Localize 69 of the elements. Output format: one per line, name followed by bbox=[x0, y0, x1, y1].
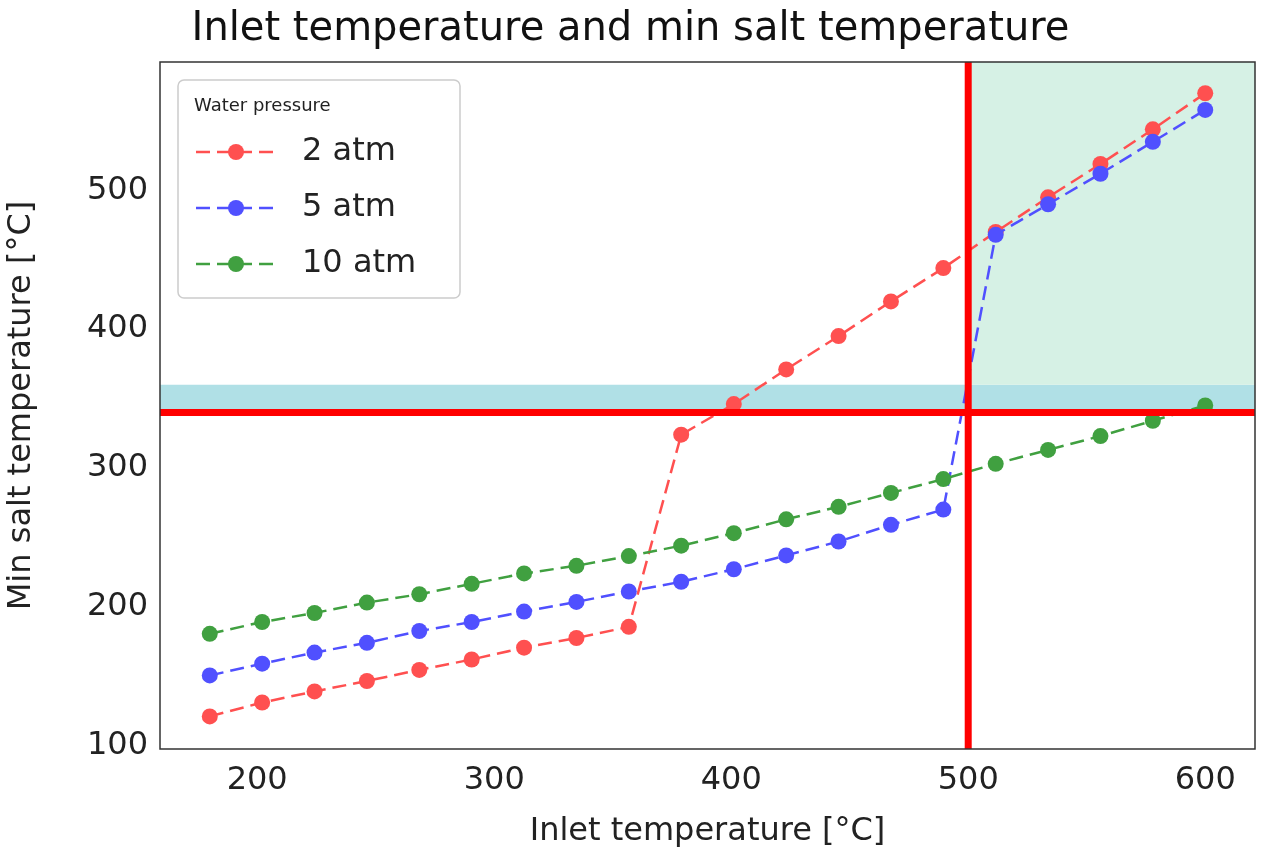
point bbox=[411, 623, 428, 640]
point bbox=[673, 426, 690, 443]
point bbox=[725, 561, 742, 578]
point bbox=[1197, 101, 1214, 118]
point bbox=[830, 328, 847, 345]
point bbox=[882, 516, 899, 533]
point bbox=[1197, 85, 1214, 102]
point bbox=[778, 511, 795, 528]
point bbox=[673, 537, 690, 554]
point bbox=[778, 361, 795, 378]
point bbox=[987, 455, 1004, 472]
point bbox=[778, 547, 795, 564]
point bbox=[568, 629, 585, 646]
y-tick-label: 100 bbox=[86, 723, 148, 762]
point bbox=[568, 557, 585, 574]
point bbox=[201, 667, 218, 684]
chart-title: Inlet temperature and min salt temperature bbox=[191, 3, 1070, 50]
point bbox=[254, 694, 271, 711]
x-axis-title: Inlet temperature [°C] bbox=[529, 810, 886, 849]
point bbox=[358, 594, 375, 611]
x-tick-label: 300 bbox=[463, 758, 525, 797]
point bbox=[620, 618, 637, 635]
point bbox=[306, 683, 323, 700]
point bbox=[620, 548, 637, 565]
y-axis-title: Min salt temperature [°C] bbox=[0, 200, 38, 611]
point bbox=[882, 484, 899, 501]
legend-label: 5 atm bbox=[302, 186, 396, 225]
point bbox=[254, 614, 271, 631]
point bbox=[1040, 196, 1057, 213]
point bbox=[306, 644, 323, 661]
point bbox=[935, 260, 952, 277]
y-tick-label: 400 bbox=[86, 307, 148, 346]
point bbox=[254, 655, 271, 672]
legend-label: 10 atm bbox=[302, 242, 417, 281]
y-tick-label: 200 bbox=[86, 585, 148, 624]
legend-label: 2 atm bbox=[302, 130, 396, 169]
point bbox=[1144, 133, 1161, 150]
x-tick-label: 200 bbox=[226, 758, 288, 797]
point bbox=[830, 498, 847, 515]
x-tick-label: 600 bbox=[1174, 758, 1236, 797]
point bbox=[935, 471, 952, 488]
point bbox=[463, 575, 480, 592]
point bbox=[411, 661, 428, 678]
legend-title: Water pressure bbox=[194, 93, 331, 115]
point bbox=[306, 604, 323, 621]
point bbox=[201, 708, 218, 725]
point bbox=[516, 565, 533, 582]
point bbox=[1092, 165, 1109, 182]
point bbox=[935, 501, 952, 518]
point bbox=[725, 525, 742, 542]
point bbox=[358, 634, 375, 651]
point bbox=[463, 651, 480, 668]
point bbox=[516, 603, 533, 620]
point bbox=[830, 533, 847, 550]
point bbox=[673, 573, 690, 590]
point bbox=[201, 625, 218, 642]
point bbox=[516, 639, 533, 656]
point bbox=[882, 293, 899, 310]
point bbox=[1040, 441, 1057, 458]
point bbox=[1092, 428, 1109, 445]
point bbox=[568, 593, 585, 610]
x-tick-label: 400 bbox=[700, 758, 762, 797]
y-tick-label: 500 bbox=[86, 168, 148, 207]
point bbox=[358, 672, 375, 689]
x-tick-label: 500 bbox=[937, 758, 999, 797]
point bbox=[620, 583, 637, 600]
y-tick-label: 300 bbox=[86, 446, 148, 485]
point bbox=[463, 614, 480, 631]
point bbox=[411, 586, 428, 603]
